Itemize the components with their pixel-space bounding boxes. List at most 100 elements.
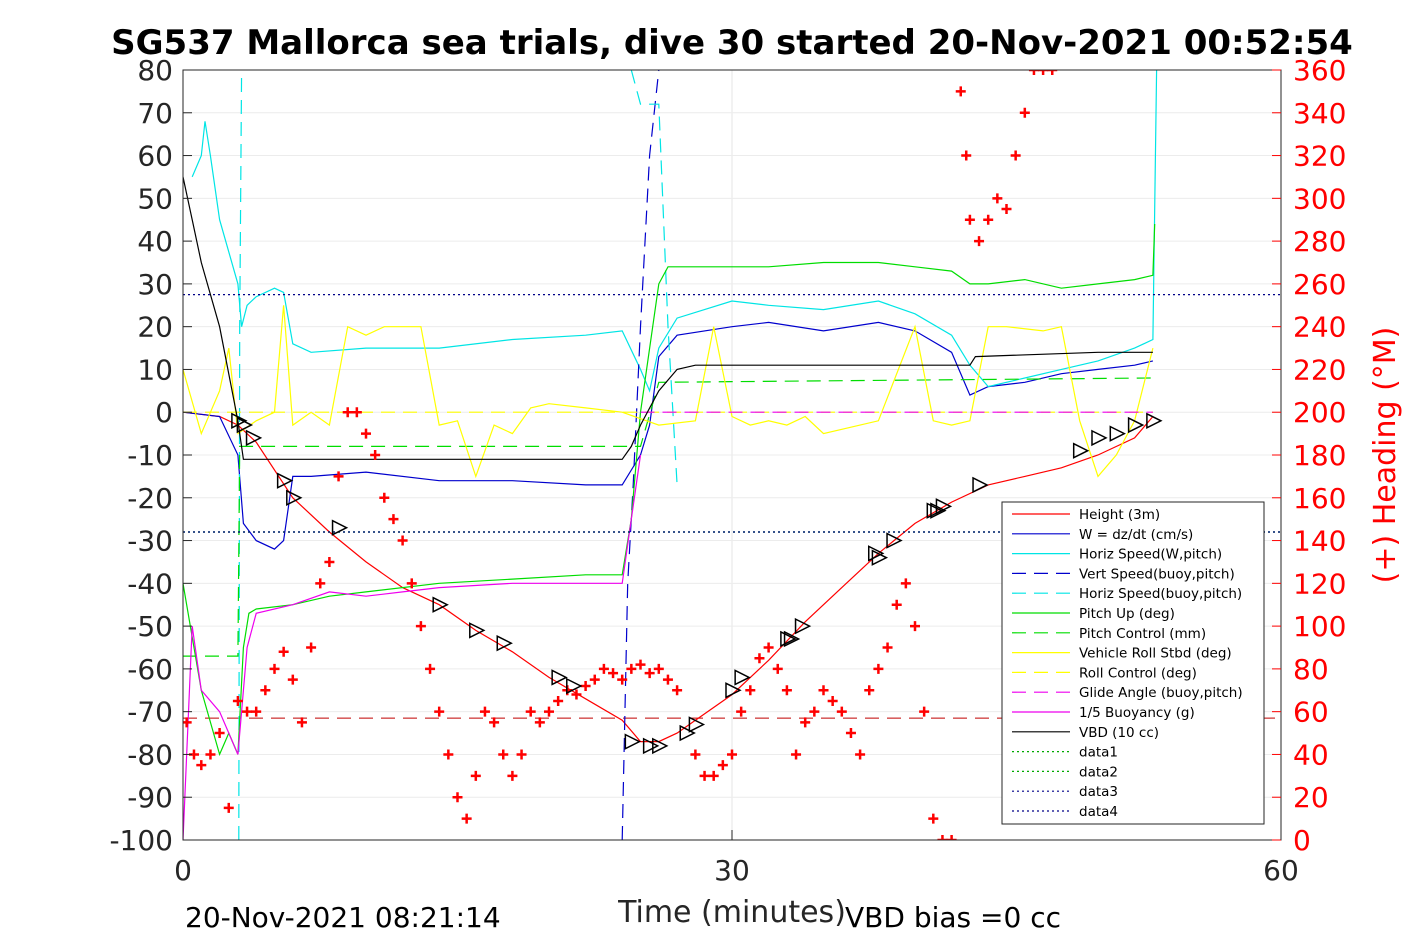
heading-marker: [361, 428, 371, 439]
heading-marker: [946, 835, 957, 840]
heading-marker: [461, 813, 472, 824]
y-tick-label: -50: [127, 610, 173, 643]
y-right-tick-label: 100: [1293, 610, 1346, 643]
heading-marker: [598, 663, 609, 674]
y-tick-label: -10: [127, 439, 173, 472]
y-right-tick-label: 140: [1293, 525, 1346, 558]
heading-marker: [443, 749, 454, 760]
series-line-pitch-up-deg: [183, 223, 1156, 757]
y-right-tick-label: 120: [1293, 567, 1346, 600]
heading-marker: [571, 689, 582, 700]
y-tick-label: 40: [137, 225, 173, 258]
legend-label-w-dz-dt-cm-s: W = dz/dt (cm/s): [1079, 527, 1193, 543]
legend-box: [1001, 501, 1265, 825]
footer-vbd-bias: VBD bias =0 cc: [845, 901, 1061, 934]
y-tick-label: -20: [127, 482, 173, 515]
heading-marker: [544, 706, 554, 717]
heading-marker: [260, 685, 271, 696]
y-right-tick-label: 260: [1293, 268, 1346, 301]
heading-marker: [397, 535, 408, 546]
heading-marker: [489, 717, 500, 728]
height-triangle-marker: [783, 630, 801, 648]
heading-marker: [690, 749, 701, 760]
y-tick-label: 60: [137, 140, 173, 173]
height-triangle-marker: [432, 596, 449, 613]
heading-marker: [434, 706, 445, 717]
legend-label-data2: data2: [1079, 764, 1118, 780]
heading-marker: [278, 646, 289, 657]
heading-marker: [635, 659, 646, 670]
heading-marker: [608, 668, 619, 679]
heading-marker: [617, 674, 628, 685]
height-triangle-marker: [245, 429, 263, 447]
x-axis: 0 30 60: [174, 830, 1299, 887]
y-right-tick-label: 300: [1293, 182, 1346, 215]
x-tick-label: 30: [714, 854, 750, 887]
y-tick-label: 80: [137, 54, 173, 87]
legend: Height (3m) W = dz/dt (cm/s) Horiz Speed(W…: [1001, 501, 1265, 825]
y-right-tick-label: 340: [1293, 97, 1346, 130]
heading-marker: [708, 770, 719, 781]
series-layer: [183, 70, 1281, 840]
height-triangle-marker: [679, 724, 696, 742]
heading-marker: [626, 663, 637, 674]
height-triangle-marker: [886, 532, 903, 549]
y-axis-left: 80 70 60 50 40 30 20 10 0 -10 -20 -30 -40 -50 -60 -70 -8…: [109, 54, 192, 857]
heading-marker: [964, 214, 975, 225]
y-tick-label: -90: [127, 781, 173, 814]
heading-marker: [498, 749, 509, 760]
heading-marker: [781, 685, 792, 696]
heading-marker: [1047, 70, 1058, 75]
height-triangle-marker: [935, 498, 953, 515]
legend-label-data4: data4: [1079, 804, 1118, 820]
height-triangle-marker: [551, 669, 568, 686]
height-triangle-marker: [930, 502, 947, 519]
y-axis-right: 3603403203002802602402202001801601401201…: [1272, 54, 1346, 857]
height-triangle-marker: [1146, 412, 1163, 429]
height-triangle-marker: [642, 737, 660, 755]
legend-label-vehicle-roll-stbd-deg: Vehicle Roll Stbd (deg): [1079, 646, 1232, 662]
legend-label-horiz-speed-w-pitch: Horiz Speed(W,pitch): [1079, 547, 1222, 563]
y-right-tick-label: 0: [1293, 824, 1311, 857]
heading-marker: [662, 674, 673, 685]
x-tick-label: 60: [1263, 854, 1299, 887]
heading-marker: [333, 471, 344, 482]
heading-marker: [955, 86, 966, 97]
legend-label-1-5-buoyancy-g: 1/5 Buoyancy (g): [1079, 705, 1195, 721]
heading-marker: [800, 717, 811, 728]
legend-label-height-3m: Height (3m): [1079, 507, 1160, 523]
heading-marker: [736, 706, 747, 717]
heading-marker: [855, 749, 866, 760]
height-triangle-marker: [734, 669, 751, 686]
heading-marker: [214, 728, 225, 739]
height-triangle-marker: [652, 737, 669, 755]
legend-label-data3: data3: [1079, 784, 1118, 800]
heading-marker: [388, 514, 399, 525]
legend-label-roll-control-deg: Roll Control (deg): [1079, 665, 1197, 681]
heading-marker: [891, 599, 902, 610]
heading-marker: [937, 835, 948, 840]
heading-marker: [653, 663, 664, 674]
heading-marker: [406, 578, 417, 589]
legend-label-horiz-speed-buoy-pitch: Horiz Speed(buoy,pitch): [1079, 586, 1242, 602]
heading-marker: [818, 685, 829, 696]
y-right-tick-label: 240: [1293, 311, 1346, 344]
height-triangle-marker: [276, 472, 294, 489]
heading-marker: [287, 674, 298, 685]
series-line-horiz-speed-buoy-pitch: [238, 70, 243, 840]
heading-marker: [910, 621, 920, 632]
y-right-tick-label: 80: [1293, 653, 1329, 686]
height-triangle-marker: [780, 630, 797, 648]
y-tick-label: -30: [127, 525, 173, 558]
heading-marker: [553, 695, 564, 706]
legend-label-pitch-up-deg: Pitch Up (deg): [1079, 606, 1175, 622]
heading-marker: [836, 706, 847, 717]
legend-label-data1: data1: [1079, 745, 1118, 761]
heading-marker: [315, 578, 326, 589]
height-triangle-marker: [1109, 425, 1126, 442]
y-tick-label: -70: [127, 696, 173, 729]
y-right-tick-label: 180: [1293, 439, 1346, 472]
heading-marker: [900, 578, 911, 589]
legend-label-pitch-control-mm: Pitch Control (mm): [1079, 626, 1206, 642]
